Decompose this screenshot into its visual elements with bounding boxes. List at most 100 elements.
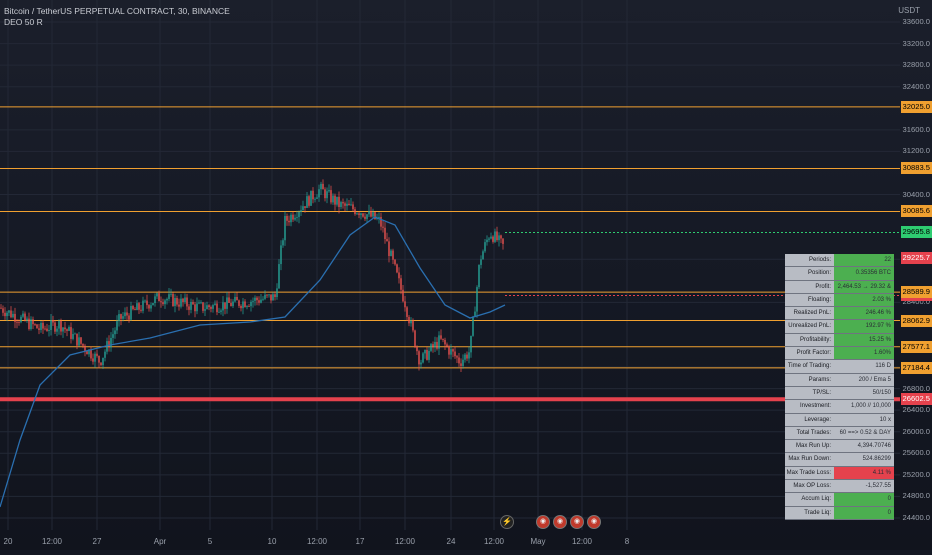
stats-value: 524.86299: [834, 453, 894, 466]
stats-row: Params: 200 / Ema 5: [785, 373, 894, 387]
candle-body: [186, 297, 188, 307]
candle-body: [2, 308, 4, 313]
candle-body: [350, 204, 352, 206]
candle-body: [254, 297, 256, 301]
candle-body: [154, 296, 156, 304]
candle-body: [446, 344, 448, 347]
candle-body: [256, 297, 258, 301]
candle-body: [306, 196, 308, 208]
stats-key: Max Run Up:: [785, 440, 834, 453]
price-level-tag: 32025.0: [901, 100, 932, 113]
candle-body: [22, 313, 24, 317]
time-tick-label: 20: [3, 537, 13, 546]
candle-body: [330, 190, 332, 203]
candle-body: [476, 287, 478, 312]
candle-body: [212, 305, 214, 309]
stats-value: 0.35356 BTC: [834, 267, 894, 280]
candle-body: [200, 302, 202, 304]
event-flag-icon[interactable]: ◉: [536, 515, 550, 529]
candle-body: [114, 330, 116, 335]
candle-body: [12, 313, 14, 318]
price-level-tag: 29225.7: [901, 251, 932, 264]
time-tick-label: 27: [92, 537, 102, 546]
lightning-icon[interactable]: ⚡: [500, 515, 514, 529]
stats-value: 116 D: [834, 360, 894, 373]
candle-body: [404, 301, 406, 308]
candle-body: [484, 242, 486, 252]
candle-body: [76, 333, 78, 346]
stats-key: Position:: [785, 267, 834, 280]
candle-body: [352, 204, 354, 210]
candle-body: [150, 305, 152, 309]
candle-body: [30, 319, 32, 330]
price-level-tag: 27577.1: [901, 340, 932, 353]
candle-body: [392, 250, 394, 260]
stats-row: Profit:2,464.53 → 29.32 & 0.04%: [785, 280, 894, 302]
candle-body: [462, 359, 464, 366]
candle-body: [356, 213, 358, 215]
candle-body: [58, 320, 60, 329]
candle-body: [170, 293, 172, 295]
stats-row: Profitability: 15.25 %: [785, 333, 894, 348]
time-tick-label: 12:00: [571, 537, 593, 546]
candle-body: [292, 214, 294, 220]
chart-title: Bitcoin / TetherUS PERPETUAL CONTRACT, 3…: [4, 6, 230, 16]
candle-body: [160, 301, 162, 303]
candle-body: [50, 320, 52, 330]
candle-body: [132, 305, 134, 310]
candle-body: [384, 227, 386, 240]
candle-body: [502, 238, 504, 244]
candle-body: [188, 306, 190, 310]
time-tick-label: 12:00: [394, 537, 416, 546]
candle-body: [298, 211, 300, 218]
candle-body: [44, 328, 46, 330]
candle-body: [296, 217, 298, 218]
candle-body: [282, 240, 284, 246]
candle-body: [472, 316, 474, 336]
stats-value: 2,464.53 → 29.32 & 0.04%: [834, 280, 894, 302]
candle-body: [120, 314, 122, 319]
candle-body: [146, 300, 148, 306]
stats-value: 192.97 %: [834, 320, 894, 333]
candle-body: [172, 293, 174, 307]
candle-body: [474, 311, 476, 317]
candle-body: [268, 294, 270, 296]
event-flag-icon[interactable]: ◉: [553, 515, 567, 529]
candle-body: [96, 353, 98, 356]
time-tick-label: 12:00: [41, 537, 63, 546]
candle-body: [478, 264, 480, 288]
candle-body: [178, 304, 180, 307]
stats-key: Periods:: [785, 254, 834, 267]
candle-body: [210, 307, 212, 309]
candle-body: [406, 307, 408, 317]
candle-body: [86, 351, 88, 355]
candle-body: [142, 300, 144, 311]
candle-body: [92, 358, 94, 362]
candle-body: [322, 183, 324, 190]
candle-body: [248, 306, 250, 307]
candle-body: [168, 294, 170, 299]
candle-body: [340, 202, 342, 207]
candle-body: [380, 217, 382, 227]
price-tick-label: 30400.0: [902, 189, 930, 199]
candle-body: [464, 354, 466, 360]
candle-body: [456, 356, 458, 358]
candle-body: [228, 297, 230, 303]
candle-body: [434, 341, 436, 348]
candle-body: [216, 303, 218, 313]
candle-body: [10, 310, 12, 318]
bottom-toolbar: ⚡: [500, 515, 514, 529]
candle-body: [164, 300, 166, 305]
event-flag-icon[interactable]: ◉: [587, 515, 601, 529]
stats-value: 200 / Ema 5: [834, 373, 894, 386]
candle-body: [234, 296, 236, 302]
stats-table: Periods: 22 Position: 0.35356 BTC Profit: 2,4…: [785, 254, 894, 520]
event-flag-icon[interactable]: ◉: [570, 515, 584, 529]
indicator-label: DEO 50 R: [4, 17, 43, 27]
candle-body: [250, 301, 252, 307]
candle-body: [372, 212, 374, 217]
candle-body: [42, 322, 44, 329]
stats-row: Realized PnL: 246.46 %: [785, 307, 894, 321]
candle-body: [38, 328, 40, 330]
